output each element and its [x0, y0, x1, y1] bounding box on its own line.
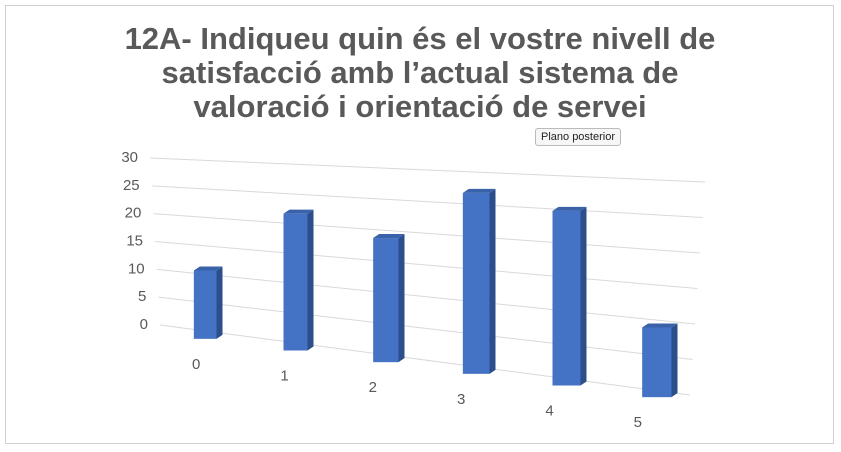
bar-top — [283, 209, 314, 214]
bar-side — [216, 266, 223, 339]
bar — [283, 213, 308, 351]
x-tick-label: 3 — [457, 391, 465, 408]
y-tick-label: 20 — [125, 205, 142, 222]
y-tick-label: 0 — [140, 316, 148, 333]
x-tick-label: 2 — [369, 379, 377, 396]
y-tick-label: 30 — [121, 149, 138, 166]
grid-line — [154, 241, 698, 289]
y-tick-label: 5 — [138, 288, 146, 305]
x-tick-label: 5 — [634, 414, 642, 431]
y-tick-label: 15 — [126, 232, 143, 249]
x-tick-label: 4 — [545, 402, 553, 419]
x-tick-label: 1 — [280, 367, 288, 384]
grid-line — [156, 268, 696, 325]
y-tick-label: 25 — [123, 177, 140, 194]
bar-side — [489, 188, 496, 374]
grid-line — [151, 185, 703, 218]
bar-side — [580, 206, 587, 386]
bar-top — [193, 266, 223, 271]
grid-line — [153, 213, 701, 254]
grid-line — [149, 157, 706, 183]
chart-frame — [5, 5, 834, 444]
grid-line — [159, 324, 691, 396]
bar-side — [307, 209, 314, 351]
chart-title: 12A- Indiqueu quin és el vostre nivell d… — [124, 21, 716, 124]
y-tick-label: 10 — [128, 260, 145, 277]
x-tick-label: 0 — [192, 356, 200, 373]
tooltip: Plano posterior — [535, 128, 621, 146]
bar-side — [671, 323, 678, 398]
bar — [462, 192, 490, 374]
bar — [373, 238, 399, 363]
grid-line — [158, 296, 693, 360]
bar-top — [373, 234, 405, 239]
bar — [642, 327, 672, 398]
bar-top — [462, 188, 496, 193]
bar-side — [398, 234, 405, 363]
bar — [552, 210, 581, 386]
bar — [193, 270, 217, 339]
bar-top — [552, 206, 587, 211]
bar-top — [642, 323, 678, 328]
